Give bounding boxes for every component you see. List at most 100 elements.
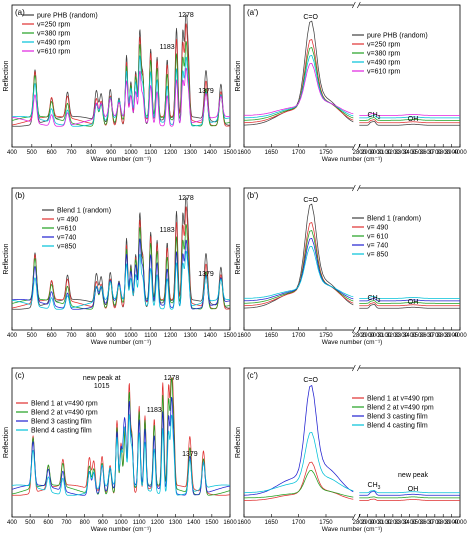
axis-break-mark xyxy=(357,513,361,521)
series-line xyxy=(359,303,461,309)
axis-break-gap xyxy=(353,144,360,150)
annotation: 1278 xyxy=(178,195,194,202)
axis-break-mark xyxy=(357,1,361,9)
x-tick-label: 3100 xyxy=(378,333,392,339)
axis-break-mark xyxy=(357,364,361,372)
series-line xyxy=(359,498,461,501)
x-tick-label: 800 xyxy=(80,520,91,526)
x-tick-label: 3900 xyxy=(445,333,459,339)
legend-label: Blend 1 (random) xyxy=(57,208,111,215)
legend-label: v=250 rpm xyxy=(367,42,400,49)
x-tick-label: 1000 xyxy=(124,150,138,156)
legend-label: pure PHB (random) xyxy=(367,33,428,40)
y-axis-label: Reflection xyxy=(3,427,10,458)
x-tick-label: 3700 xyxy=(428,333,442,339)
x-tick-label: 3500 xyxy=(411,333,425,339)
series-line xyxy=(244,230,354,304)
annotation: OH xyxy=(408,299,419,306)
x-tick-label: 3300 xyxy=(395,150,409,156)
panel-label: (a) xyxy=(15,8,25,17)
annotation: 1015 xyxy=(94,383,110,390)
x-tick-label: 1650 xyxy=(265,333,279,339)
annotation: 1379 xyxy=(198,88,214,95)
annotation: OH xyxy=(408,486,419,493)
legend: Blend 1 at v=490 rpm Blend 2 at v=490 rpm… xyxy=(16,401,98,435)
x-axis-label: Wave number (cm⁻¹) xyxy=(91,156,152,163)
legend: pure PHB (random) v=250 rpm v=380 rpm v=490… xyxy=(352,33,428,76)
x-tick-label: 1400 xyxy=(187,520,201,526)
annotation-subscript: 3 xyxy=(378,115,381,121)
x-tick-label: 1400 xyxy=(204,333,218,339)
x-tick-label: 1750 xyxy=(319,333,333,339)
legend-label: Blend 3 casting film xyxy=(367,414,428,421)
legend-label: v= 610 xyxy=(367,234,388,241)
x-tick-label: 700 xyxy=(66,150,77,156)
x-tick-label: 1200 xyxy=(164,333,178,339)
x-tick-label: 1000 xyxy=(114,520,128,526)
x-tick-label: 3800 xyxy=(437,150,451,156)
plot-frame xyxy=(11,187,231,331)
annotation: 1183 xyxy=(160,227,175,234)
x-tick-label: 3700 xyxy=(428,520,442,526)
axis-break-mark xyxy=(352,364,356,372)
x-tick-label: 500 xyxy=(27,333,38,339)
series-line xyxy=(11,396,231,496)
annotation: 1379 xyxy=(182,451,198,458)
x-tick-label: 1300 xyxy=(184,150,198,156)
x-tick-label: 2800 xyxy=(353,333,367,339)
annotation-subscript: 3 xyxy=(378,298,381,304)
series-line xyxy=(359,120,461,126)
annotation: CH3 xyxy=(368,295,381,304)
x-tick-label: 3400 xyxy=(403,150,417,156)
x-tick-label: 3400 xyxy=(403,333,417,339)
annotation: C=O xyxy=(303,197,318,204)
axis-break-mark xyxy=(352,326,356,334)
plot-frame xyxy=(243,4,461,148)
annotation: CH3 xyxy=(368,482,381,491)
x-tick-label: 3200 xyxy=(386,150,400,156)
plot-frame xyxy=(243,187,461,331)
panel-label: (b') xyxy=(247,191,259,200)
series-line xyxy=(244,47,354,121)
legend: pure PHB (random) v=250 rpm v=380 rpm v=490… xyxy=(22,13,98,56)
legend-label: v= 490 xyxy=(367,225,388,232)
series-line xyxy=(12,377,231,496)
axis-break-gap xyxy=(353,185,360,191)
x-tick-label: 3200 xyxy=(386,333,400,339)
legend-label: Blend 4 casting film xyxy=(31,428,92,435)
x-axis-label: Wave number (cm⁻¹) xyxy=(91,526,152,533)
legend-label: v=610 rpm xyxy=(37,49,70,56)
legend-label: v=740 xyxy=(57,235,76,242)
x-tick-label: 3800 xyxy=(437,520,451,526)
series-line xyxy=(243,431,354,494)
x-tick-label: 600 xyxy=(47,150,58,156)
x-tick-label: 1600 xyxy=(237,150,251,156)
series-line xyxy=(359,490,461,494)
axis-break-mark xyxy=(352,143,356,151)
x-tick-label: 1750 xyxy=(319,520,333,526)
x-tick-label: 1600 xyxy=(237,333,251,339)
x-tick-label: 3300 xyxy=(395,333,409,339)
x-tick-label: 3900 xyxy=(445,150,459,156)
x-tick-label: 1200 xyxy=(164,150,178,156)
axis-break-gap xyxy=(353,2,360,8)
x-tick-label: 3300 xyxy=(395,520,409,526)
x-tick-label: 3500 xyxy=(411,150,425,156)
series-line xyxy=(359,302,461,307)
x-tick-label: 1100 xyxy=(144,333,158,339)
series-line xyxy=(243,39,354,124)
annotation: CH3 xyxy=(368,112,381,121)
x-axis-label: Wave number (cm⁻¹) xyxy=(322,526,383,533)
annotation: new peak xyxy=(398,472,428,479)
x-tick-label: 700 xyxy=(61,520,72,526)
x-tick-label: 1500 xyxy=(223,150,237,156)
x-tick-label: 4000 xyxy=(453,150,467,156)
x-tick-label: 1600 xyxy=(237,520,251,526)
x-tick-label: 400 xyxy=(7,333,18,339)
series-line xyxy=(359,490,461,496)
x-tick-label: 3100 xyxy=(378,520,392,526)
legend: Blend 1 (random) v= 490 v=610 v=740 v=850 xyxy=(42,208,111,251)
x-tick-label: 1750 xyxy=(319,150,333,156)
series-line xyxy=(11,414,230,496)
series-line xyxy=(359,496,461,499)
